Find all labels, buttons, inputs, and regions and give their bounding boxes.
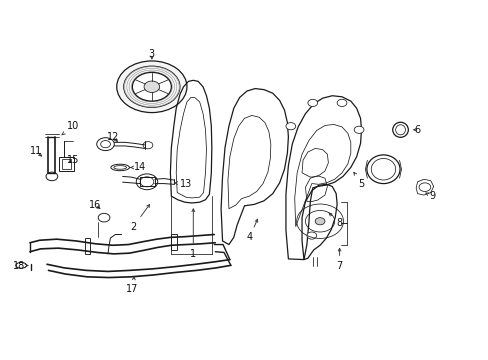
Text: 4: 4 xyxy=(246,219,257,242)
Text: 6: 6 xyxy=(413,125,420,135)
Text: 14: 14 xyxy=(130,162,145,172)
Ellipse shape xyxy=(16,262,26,268)
Circle shape xyxy=(46,172,58,181)
Text: 5: 5 xyxy=(353,172,364,189)
Text: 16: 16 xyxy=(88,200,101,210)
Text: 3: 3 xyxy=(148,49,155,59)
Circle shape xyxy=(136,174,158,190)
Circle shape xyxy=(97,138,114,150)
Circle shape xyxy=(315,218,325,225)
Bar xyxy=(170,234,176,249)
Circle shape xyxy=(132,72,171,101)
Circle shape xyxy=(285,123,295,130)
Text: 17: 17 xyxy=(126,277,138,294)
Circle shape xyxy=(117,61,186,113)
Text: 15: 15 xyxy=(66,155,79,165)
Ellipse shape xyxy=(111,164,129,171)
Ellipse shape xyxy=(392,122,407,137)
Text: 10: 10 xyxy=(61,121,79,135)
Text: 2: 2 xyxy=(130,204,149,231)
Bar xyxy=(84,238,90,253)
Circle shape xyxy=(306,232,316,239)
Circle shape xyxy=(336,99,346,107)
Circle shape xyxy=(144,81,159,93)
Text: 13: 13 xyxy=(174,179,192,189)
Bar xyxy=(140,177,155,186)
Text: 7: 7 xyxy=(336,248,342,271)
Text: 11: 11 xyxy=(30,146,42,156)
Text: 9: 9 xyxy=(425,191,434,201)
Circle shape xyxy=(307,99,317,107)
Circle shape xyxy=(353,126,363,134)
FancyBboxPatch shape xyxy=(59,157,74,171)
Text: 1: 1 xyxy=(190,209,196,258)
Circle shape xyxy=(98,213,110,222)
Text: 18: 18 xyxy=(13,261,28,271)
Text: 8: 8 xyxy=(328,213,342,228)
Text: 12: 12 xyxy=(106,132,119,142)
